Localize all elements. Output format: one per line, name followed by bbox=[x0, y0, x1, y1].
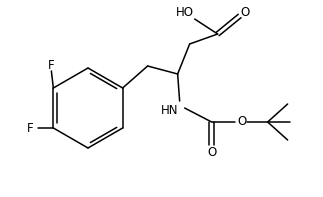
Text: O: O bbox=[237, 114, 246, 127]
Text: F: F bbox=[48, 59, 55, 72]
Text: F: F bbox=[27, 122, 34, 135]
Text: HO: HO bbox=[176, 6, 194, 19]
Text: O: O bbox=[207, 147, 216, 160]
Text: O: O bbox=[240, 6, 249, 19]
Text: HN: HN bbox=[161, 103, 178, 116]
